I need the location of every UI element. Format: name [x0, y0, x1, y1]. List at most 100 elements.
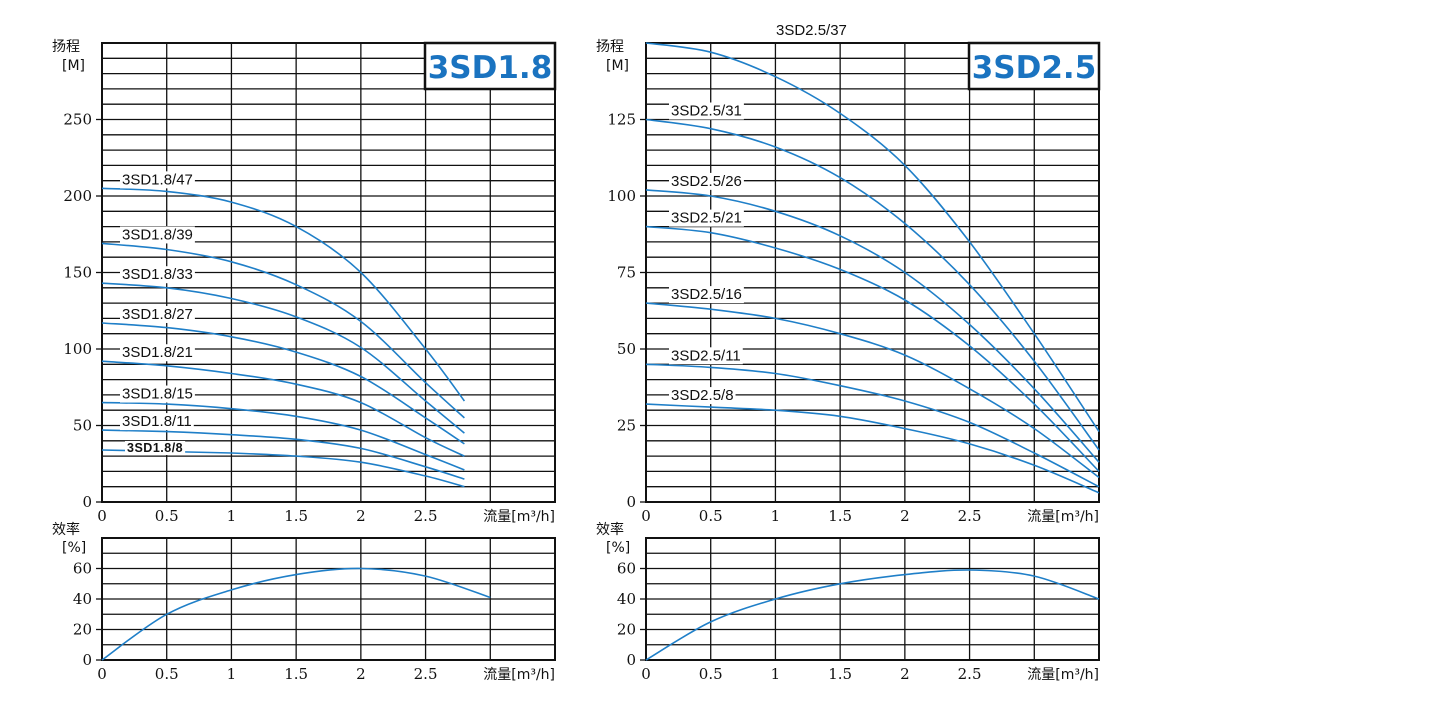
x-tick-label: 0.5 [155, 665, 179, 683]
x-tick-label: 0 [97, 665, 107, 683]
curve-label-bg [120, 266, 195, 284]
curve-3sd2-5-8 [645, 403, 1100, 494]
curve-label-bg [120, 305, 195, 323]
curve-label-bg [120, 226, 195, 244]
x-tick-label: 1 [227, 665, 237, 683]
curve-label: 3SD1.8/11 [122, 413, 192, 430]
curve-label: 3SD1.8/8 [127, 441, 183, 455]
curve-label: 3SD1.8/39 [122, 226, 193, 243]
y-axis-label: 扬程 [52, 39, 80, 55]
x-tick-label: 1 [771, 665, 781, 683]
curve-label: 3SD1.8/15 [122, 386, 193, 403]
y-tick-label: 40 [617, 590, 636, 608]
curve-label: 3SD1.8/21 [122, 344, 193, 361]
x-tick-label: 0.5 [155, 507, 179, 525]
y-tick-label: 60 [617, 560, 636, 578]
curve-label-bg [125, 440, 186, 455]
y-axis-label: 效率 [52, 521, 80, 538]
y-axis-unit: [%] [62, 540, 86, 556]
x-axis-label: 流量[m³/h] [483, 667, 555, 683]
curve-3sd1-8-15 [101, 401, 465, 471]
curve-efficiency [645, 569, 1100, 661]
x-tick-label: 0 [97, 507, 107, 525]
model-badge: 3SD2.5 [972, 50, 1097, 86]
y-tick-label: 0 [82, 493, 92, 511]
curve-label-bg [669, 102, 744, 120]
curve-3sd2-5-26 [645, 189, 1100, 463]
x-tick-label: 2.5 [414, 665, 438, 683]
curve-label: 3SD2.5/21 [671, 210, 742, 227]
y-tick-label: 150 [63, 264, 92, 282]
x-tick-label: 2.5 [958, 665, 982, 683]
curve-label-bg [120, 344, 195, 362]
curve-label: 3SD2.5/26 [671, 173, 742, 190]
y-tick-label: 250 [63, 111, 92, 129]
curve-label: 3SD2.5/31 [671, 103, 742, 120]
y-axis-unit: [%] [606, 540, 630, 556]
curve-3sd1-8-47 [101, 187, 466, 402]
curve-3sd2-5-16 [645, 302, 1100, 479]
curve-3sd1-8-33 [101, 282, 465, 434]
model-badge-box [423, 41, 557, 91]
curve-label-bg [120, 385, 195, 403]
x-axis-label: 流量[m³/h] [483, 509, 555, 525]
x-tick-label: 1 [227, 507, 237, 525]
y-tick-label: 100 [63, 340, 92, 358]
curve-3sd1-8-11 [101, 429, 465, 480]
x-tick-label: 2.5 [414, 507, 438, 525]
x-tick-label: 0.5 [699, 507, 723, 525]
x-tick-label: 2 [356, 665, 366, 683]
curve-label: 3SD1.8/47 [122, 171, 193, 188]
x-tick-label: 1 [771, 507, 781, 525]
curve-label-bg [120, 171, 195, 189]
x-tick-label: 2 [356, 507, 366, 525]
curve-label-bg [669, 387, 736, 405]
curve-label: 3SD2.5/11 [671, 347, 741, 364]
curve-3sd2-5-31 [645, 118, 1100, 451]
x-tick-label: 1.5 [828, 507, 852, 525]
curve-3sd2-5-21 [645, 225, 1100, 472]
y-axis-label: 扬程 [596, 39, 624, 55]
y-tick-label: 40 [73, 590, 92, 608]
y-tick-label: 75 [617, 264, 636, 282]
curve-3sd2-5-37 [645, 42, 1100, 433]
x-tick-label: 1.5 [284, 665, 308, 683]
y-tick-label: 20 [73, 621, 92, 639]
x-tick-label: 1.5 [828, 665, 852, 683]
x-axis-label: 流量[m³/h] [1027, 509, 1099, 525]
x-tick-label: 1.5 [284, 507, 308, 525]
x-tick-label: 2 [900, 665, 910, 683]
y-tick-label: 50 [617, 340, 636, 358]
y-tick-label: 200 [63, 187, 92, 205]
curve-3sd1-8-27 [101, 322, 465, 445]
x-tick-label: 0.5 [699, 665, 723, 683]
y-tick-label: 0 [82, 651, 92, 669]
curve-label-bg [669, 172, 744, 190]
curve-label: 3SD1.8/27 [122, 306, 193, 323]
curve-label: 3SD1.8/33 [122, 266, 193, 283]
curve-label-bg [774, 22, 849, 39]
y-axis-unit: [M] [606, 58, 629, 74]
model-badge-box [967, 41, 1101, 91]
y-tick-label: 25 [617, 417, 636, 435]
head-panel-3sd25: 0 25 50 75 100 125 0 0.5 1 1.5 2 2.5 流量[m³/h] 扬程 [M] 3S… [596, 22, 1100, 525]
curve-label: 3SD2.5/16 [671, 286, 742, 303]
curve-label: 3SD2.5/8 [671, 387, 734, 404]
eff-panel-3sd18: 0 20 40 60 0 0.5 1 1.5 2 2.5 流量[m³/h] 效率 [%] [52, 521, 556, 683]
y-tick-label: 0 [626, 651, 636, 669]
y-tick-label: 20 [617, 621, 636, 639]
y-tick-label: 125 [607, 111, 636, 129]
curve-label: 3SD2.5/37 [776, 22, 847, 39]
curve-label-bg [669, 286, 744, 304]
curve-3sd1-8-21 [101, 360, 465, 457]
curve-label-bg [669, 209, 744, 227]
eff-panel-3sd25: 0 20 40 60 0 0.5 1 1.5 2 2.5 流量[m³/h] 效率 [%] [596, 521, 1100, 683]
y-tick-label: 60 [73, 560, 92, 578]
curve-efficiency [101, 567, 491, 661]
curve-label-bg [120, 413, 194, 431]
y-axis-unit: [M] [62, 58, 85, 74]
x-tick-label: 0 [641, 665, 651, 683]
y-tick-label: 50 [73, 417, 92, 435]
head-panel-3sd18: 0 50 100 150 200 250 0 0.5 1 1.5 2 2.5 流量[m³/h] 扬程 [M]… [52, 39, 556, 525]
